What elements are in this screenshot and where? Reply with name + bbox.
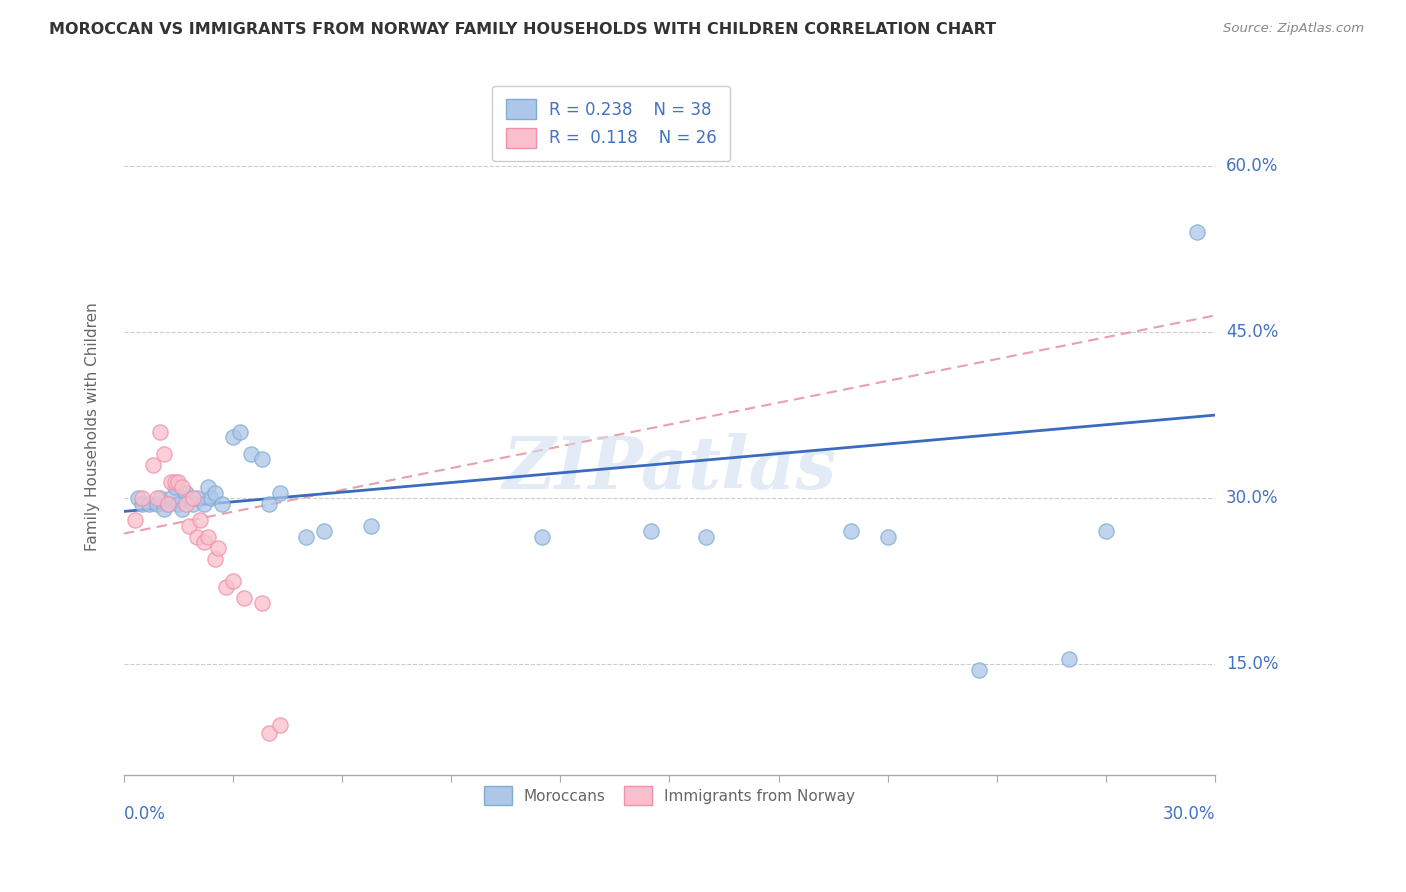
Point bbox=[131, 497, 153, 511]
Point bbox=[145, 491, 167, 505]
Point bbox=[172, 502, 194, 516]
Point bbox=[197, 480, 219, 494]
Point bbox=[259, 726, 281, 740]
Point bbox=[211, 497, 233, 511]
Point bbox=[149, 425, 172, 439]
Text: Source: ZipAtlas.com: Source: ZipAtlas.com bbox=[1223, 22, 1364, 36]
Point bbox=[131, 491, 153, 505]
Text: 15.0%: 15.0% bbox=[1226, 656, 1278, 673]
Point bbox=[153, 502, 176, 516]
Point bbox=[640, 524, 662, 539]
Point bbox=[695, 530, 717, 544]
Point bbox=[360, 518, 382, 533]
Point bbox=[259, 497, 281, 511]
Point bbox=[163, 480, 186, 494]
Point bbox=[193, 535, 215, 549]
Point bbox=[312, 524, 335, 539]
Point bbox=[138, 497, 160, 511]
Text: 60.0%: 60.0% bbox=[1226, 157, 1278, 175]
Point bbox=[200, 491, 222, 505]
Point bbox=[215, 580, 238, 594]
Text: 30.0%: 30.0% bbox=[1226, 489, 1278, 508]
Point bbox=[153, 447, 176, 461]
Point bbox=[250, 596, 273, 610]
Point bbox=[179, 518, 201, 533]
Point bbox=[156, 497, 179, 511]
Point bbox=[1185, 226, 1208, 240]
Point bbox=[179, 491, 201, 505]
Text: 0.0%: 0.0% bbox=[124, 805, 166, 823]
Y-axis label: Family Households with Children: Family Households with Children bbox=[86, 301, 100, 550]
Point bbox=[181, 497, 204, 511]
Point bbox=[207, 541, 229, 555]
Point bbox=[222, 574, 245, 589]
Text: ZIPatlas: ZIPatlas bbox=[502, 433, 837, 503]
Point bbox=[188, 513, 211, 527]
Point bbox=[229, 425, 252, 439]
Point bbox=[250, 452, 273, 467]
Point bbox=[181, 491, 204, 505]
Point bbox=[222, 430, 245, 444]
Point bbox=[1059, 651, 1081, 665]
Point bbox=[1094, 524, 1116, 539]
Point bbox=[142, 458, 165, 472]
Point bbox=[127, 491, 149, 505]
Text: 45.0%: 45.0% bbox=[1226, 323, 1278, 341]
Point bbox=[876, 530, 898, 544]
Text: 30.0%: 30.0% bbox=[1163, 805, 1215, 823]
Point bbox=[145, 497, 167, 511]
Point bbox=[197, 530, 219, 544]
Point bbox=[186, 491, 208, 505]
Point bbox=[174, 497, 197, 511]
Point bbox=[167, 475, 190, 489]
Point bbox=[269, 485, 291, 500]
Point bbox=[124, 513, 146, 527]
Point bbox=[163, 475, 186, 489]
Text: MOROCCAN VS IMMIGRANTS FROM NORWAY FAMILY HOUSEHOLDS WITH CHILDREN CORRELATION C: MOROCCAN VS IMMIGRANTS FROM NORWAY FAMIL… bbox=[49, 22, 997, 37]
Point bbox=[204, 552, 226, 566]
Point bbox=[531, 530, 554, 544]
Point bbox=[193, 497, 215, 511]
Point bbox=[172, 480, 194, 494]
Point bbox=[204, 485, 226, 500]
Point bbox=[232, 591, 254, 605]
Point bbox=[967, 663, 990, 677]
Point bbox=[240, 447, 263, 461]
Point bbox=[294, 530, 316, 544]
Point bbox=[839, 524, 862, 539]
Point bbox=[160, 475, 183, 489]
Point bbox=[160, 491, 183, 505]
Point bbox=[174, 485, 197, 500]
Point bbox=[269, 718, 291, 732]
Point bbox=[149, 491, 172, 505]
Point bbox=[156, 497, 179, 511]
Point bbox=[167, 497, 190, 511]
Legend: Moroccans, Immigrants from Norway: Moroccans, Immigrants from Norway bbox=[477, 779, 862, 813]
Point bbox=[186, 530, 208, 544]
